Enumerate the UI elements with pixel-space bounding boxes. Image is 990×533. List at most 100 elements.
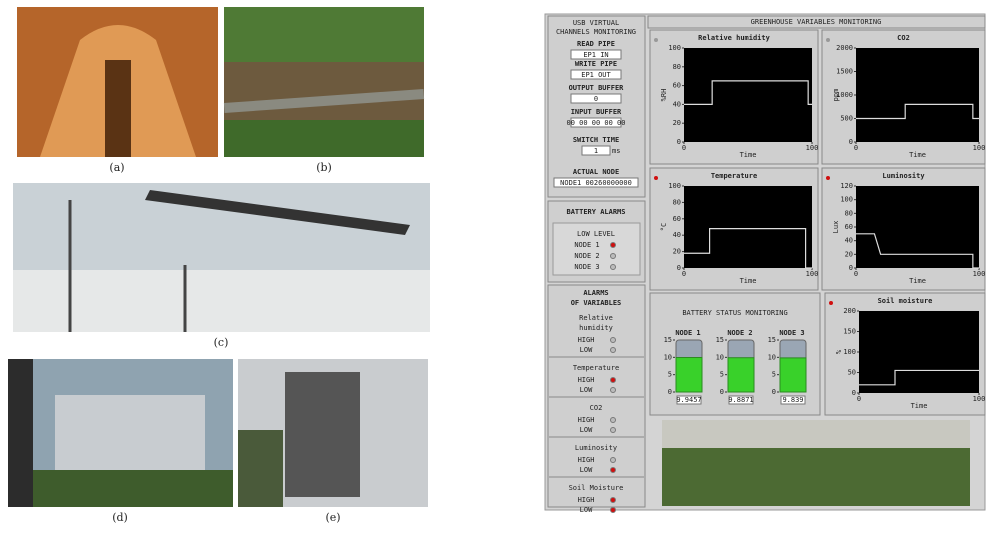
- indicator: [826, 38, 830, 42]
- x-tick-label: 100: [806, 144, 819, 152]
- y-tick-label: 0: [677, 138, 681, 146]
- y-tick-label: 40: [673, 100, 681, 108]
- variable-name: Relative: [579, 314, 613, 322]
- plot-area: [684, 186, 812, 268]
- x-label: Time: [911, 402, 928, 410]
- gauge-tick-label: 15: [716, 336, 724, 344]
- led: [611, 418, 616, 423]
- field-label: OUTPUT BUFFER: [569, 84, 625, 92]
- led: [611, 254, 616, 259]
- greenhouse-photo-roses: [662, 448, 970, 506]
- node-label: NODE 1: [574, 241, 599, 249]
- field-value: 0: [594, 95, 598, 103]
- photo-d-wall: [55, 395, 205, 480]
- node-name: NODE 1: [675, 329, 700, 337]
- y-tick-label: 2000: [836, 44, 853, 52]
- y-tick-label: 60: [673, 215, 681, 223]
- gauge-tick-label: 0: [772, 388, 776, 396]
- y-tick-label: 0: [849, 138, 853, 146]
- variable-name: humidity: [579, 324, 613, 332]
- header: GREENHOUSE VARIABLES MONITORING: [751, 18, 882, 26]
- monitoring-panel: GREENHOUSE VARIABLES MONITORING BATTERY …: [545, 14, 985, 514]
- y-tick-label: 20: [673, 248, 681, 256]
- led: [611, 338, 616, 343]
- field-value: 00 00 00 00 00: [566, 119, 625, 127]
- field-value: EP1 IN: [583, 51, 608, 59]
- field-label: ACTUAL NODE: [573, 168, 619, 176]
- led: [611, 243, 616, 248]
- battery-alarm-subtitle: LOW LEVEL: [577, 230, 615, 238]
- gauge-tick-label: 10: [768, 353, 776, 361]
- usb-title: CHANNELS MONITORING: [556, 28, 636, 36]
- battery-title: BATTERY STATUS MONITORING: [682, 309, 787, 317]
- y-tick-label: 100: [668, 182, 681, 190]
- gauge-tick-label: 15: [768, 336, 776, 344]
- node-label: NODE 2: [574, 252, 599, 260]
- variable-name: Luminosity: [575, 444, 617, 452]
- low-label: LOW: [580, 426, 593, 434]
- caption: (a): [109, 161, 124, 174]
- y-tick-label: 1500: [836, 68, 853, 76]
- y-tick-label: 0: [849, 264, 853, 272]
- photo-e-pad: [285, 372, 360, 497]
- y-tick-label: 40: [845, 237, 853, 245]
- y-tick-label: 100: [668, 44, 681, 52]
- indicator: [654, 38, 658, 42]
- x-tick-label: 100: [973, 144, 986, 152]
- caption: (d): [112, 511, 128, 524]
- page: (a) (b) (c) (d) (e) GREENHOUSE VARIABLES…: [0, 0, 990, 533]
- photo-e-aisle: [238, 430, 283, 507]
- gauge-tick-label: 10: [664, 353, 672, 361]
- high-label: HIGH: [578, 496, 595, 504]
- alarm-title: OF VARIABLES: [571, 299, 622, 307]
- plot-title: Soil moisture: [878, 297, 933, 305]
- y-label: %RH: [660, 89, 668, 102]
- low-label: LOW: [580, 346, 593, 354]
- gauge-tick-label: 15: [664, 336, 672, 344]
- tank-level: [780, 358, 806, 392]
- caption: (e): [325, 511, 340, 524]
- y-tick-label: 40: [673, 231, 681, 239]
- led: [611, 498, 616, 503]
- node-label: NODE 3: [574, 263, 599, 271]
- plot-area: [856, 186, 979, 268]
- x-tick-label: 100: [973, 270, 986, 278]
- x-tick-label: 0: [682, 270, 686, 278]
- gauge-tick-label: 5: [720, 371, 724, 379]
- field-label: WRITE PIPE: [575, 60, 617, 68]
- variable-name: CO2: [590, 404, 603, 412]
- y-label: °C: [660, 223, 668, 231]
- field-unit: ms: [612, 147, 620, 155]
- plot-title: Luminosity: [882, 172, 925, 180]
- x-tick-label: 0: [854, 144, 858, 152]
- y-tick-label: 80: [673, 198, 681, 206]
- high-label: HIGH: [578, 376, 595, 384]
- x-label: Time: [740, 151, 757, 159]
- led: [611, 458, 616, 463]
- battery-value: 9.9457: [676, 396, 701, 404]
- x-label: Time: [909, 151, 926, 159]
- photo-b-ground: [224, 120, 424, 157]
- indicator: [826, 176, 830, 180]
- low-label: LOW: [580, 386, 593, 394]
- led: [611, 265, 616, 270]
- y-tick-label: 60: [845, 223, 853, 231]
- gauge-tick-label: 5: [668, 371, 672, 379]
- high-label: HIGH: [578, 456, 595, 464]
- y-tick-label: 20: [673, 119, 681, 127]
- photos: [8, 7, 430, 507]
- photo-d-frame: [8, 359, 33, 507]
- plot-area: [684, 48, 812, 142]
- y-tick-label: 20: [845, 250, 853, 258]
- low-label: LOW: [580, 466, 593, 474]
- gauge-tick-label: 0: [720, 388, 724, 396]
- indicator: [654, 176, 658, 180]
- battery-value: 9.8871: [728, 396, 753, 404]
- caption: (b): [316, 161, 332, 174]
- y-label: Lux: [832, 221, 840, 234]
- figure: (a) (b) (c) (d) (e) GREENHOUSE VARIABLES…: [0, 0, 990, 529]
- y-tick-label: 60: [673, 82, 681, 90]
- y-tick-label: 100: [843, 348, 856, 356]
- variable-name: Soil Moisture: [569, 484, 624, 492]
- photo-d-plants: [8, 470, 233, 507]
